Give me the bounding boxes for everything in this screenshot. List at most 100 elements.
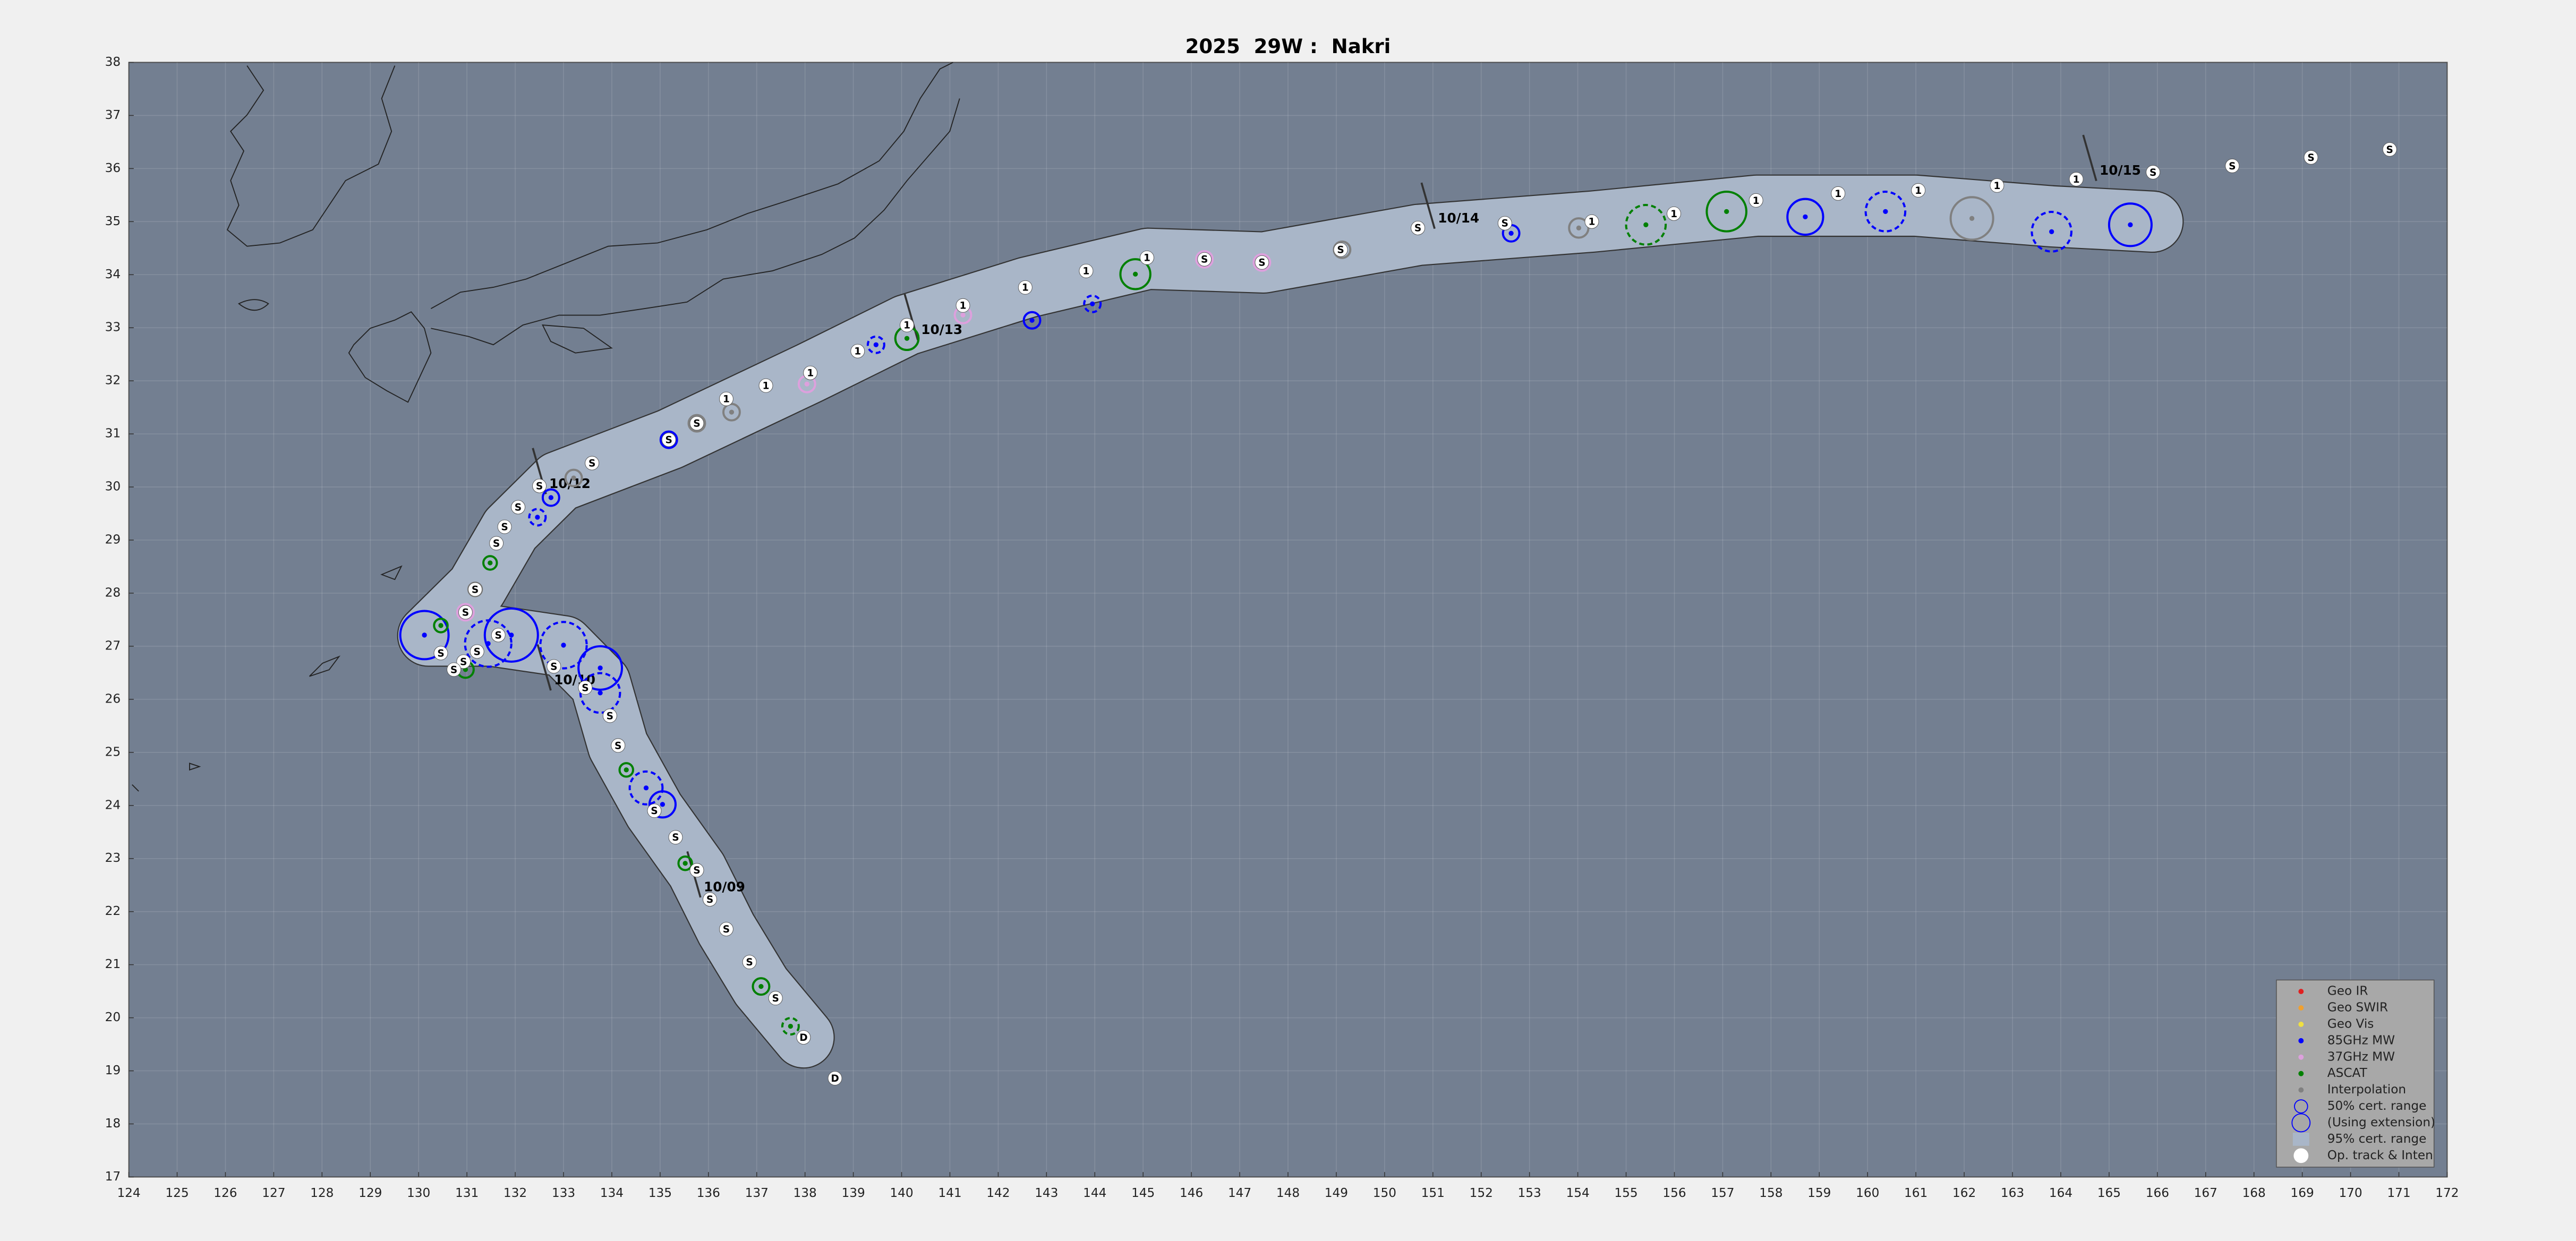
track-point <box>1584 214 1599 229</box>
fix-range <box>1568 217 1590 239</box>
legend-symbol <box>2293 1148 2309 1163</box>
track-point <box>796 1030 811 1045</box>
coastline <box>348 311 432 403</box>
intensity-label: 1 <box>763 381 770 392</box>
legend-label: 37GHz MW <box>2327 1049 2395 1064</box>
fix <box>1090 301 1095 306</box>
intensity-label: S <box>437 648 444 659</box>
fix <box>904 336 910 341</box>
y-tick-label: 22 <box>105 904 121 918</box>
intensity-label: S <box>582 682 588 694</box>
x-tick-label: 159 <box>1807 1186 1831 1200</box>
track-point <box>458 605 473 620</box>
x-tick-label: 147 <box>1228 1186 1251 1200</box>
y-tick-label: 30 <box>105 480 121 494</box>
fix <box>1133 271 1138 277</box>
intensity-label: 1 <box>903 320 910 331</box>
track-point <box>1140 250 1154 265</box>
fix <box>2049 229 2054 234</box>
x-tick-label: 158 <box>1759 1186 1782 1200</box>
intensity-label: S <box>746 957 753 968</box>
intensity-label: S <box>536 481 543 492</box>
fix-range <box>456 603 475 622</box>
date-label: 10/09 <box>704 879 745 894</box>
x-tick-label: 139 <box>841 1186 865 1200</box>
legend-symbol <box>2292 1132 2309 1146</box>
track-point <box>532 478 547 493</box>
fix <box>571 475 576 481</box>
x-tick-label: 141 <box>938 1186 961 1200</box>
track-point <box>742 955 757 970</box>
legend-symbol <box>2298 1005 2304 1011</box>
track-point <box>585 456 600 470</box>
intensity-label: 1 <box>1993 181 2000 192</box>
fix <box>488 560 493 566</box>
x-tick-label: 151 <box>1421 1186 1445 1200</box>
track-point <box>578 680 593 695</box>
track-point <box>468 582 483 597</box>
fix <box>438 623 443 628</box>
legend-label: 50% cert. range <box>2327 1099 2427 1113</box>
intensity-label: 1 <box>1144 253 1150 264</box>
track-point <box>1667 206 1682 221</box>
x-tick-label: 153 <box>1518 1186 1541 1200</box>
x-tick-label: 152 <box>1470 1186 1493 1200</box>
x-tick-label: 131 <box>455 1186 479 1200</box>
track-point <box>719 391 733 406</box>
intensity-label: 1 <box>807 368 814 379</box>
y-tick-label: 20 <box>105 1010 121 1024</box>
coastline <box>226 65 396 247</box>
x-tick-label: 124 <box>117 1186 140 1200</box>
x-tick-label: 166 <box>2146 1186 2169 1200</box>
fix-range <box>564 468 583 487</box>
track-point <box>1197 252 1212 267</box>
track-point <box>2382 142 2397 157</box>
intensity-label: S <box>450 664 457 675</box>
track-point <box>489 536 504 551</box>
fix <box>804 381 809 387</box>
fix-range <box>1864 191 1907 233</box>
intensity-label: S <box>1258 258 1265 269</box>
intensity-label: S <box>2307 152 2314 164</box>
track-point <box>491 628 506 643</box>
x-tick-label: 137 <box>745 1186 769 1200</box>
intensity-label: S <box>693 865 700 876</box>
x-tick-label: 129 <box>359 1186 382 1200</box>
track-point <box>2225 158 2240 173</box>
legend-label: 85GHz MW <box>2327 1033 2395 1047</box>
track-point <box>470 644 484 659</box>
fix-range <box>628 770 664 806</box>
fix <box>960 312 966 318</box>
track-point <box>2146 165 2161 179</box>
intensity-label: S <box>1414 223 1421 234</box>
track-point <box>1831 186 1846 201</box>
x-tick-label: 145 <box>1131 1186 1155 1200</box>
x-tick-label: 135 <box>649 1186 672 1200</box>
legend-symbol <box>2298 1071 2304 1076</box>
intensity-label: S <box>723 924 730 935</box>
fix-range <box>539 621 588 670</box>
track-point <box>1748 193 1763 208</box>
x-tick-label: 150 <box>1373 1186 1396 1200</box>
y-tick-label: 37 <box>105 108 121 122</box>
intensity-label: S <box>493 538 500 549</box>
intensity-label: S <box>588 458 595 469</box>
legend-symbol <box>2298 989 2304 995</box>
x-tick-label: 169 <box>2291 1186 2314 1200</box>
x-tick-label: 164 <box>2049 1186 2072 1200</box>
legend-symbol <box>2294 1099 2308 1114</box>
fix-range <box>528 508 547 527</box>
intensity-label: D <box>799 1032 807 1043</box>
y-tick-label: 32 <box>105 373 121 388</box>
coastlines <box>132 62 960 792</box>
fix <box>598 690 603 696</box>
fix-range <box>483 607 539 663</box>
track-point <box>611 738 626 753</box>
fix-range <box>577 645 624 691</box>
x-tick-label: 128 <box>310 1186 334 1200</box>
legend-label: Geo Vis <box>2327 1016 2374 1031</box>
intensity-label: S <box>501 521 508 533</box>
legend-symbol <box>2298 1038 2304 1043</box>
intensity-label: S <box>550 661 557 672</box>
